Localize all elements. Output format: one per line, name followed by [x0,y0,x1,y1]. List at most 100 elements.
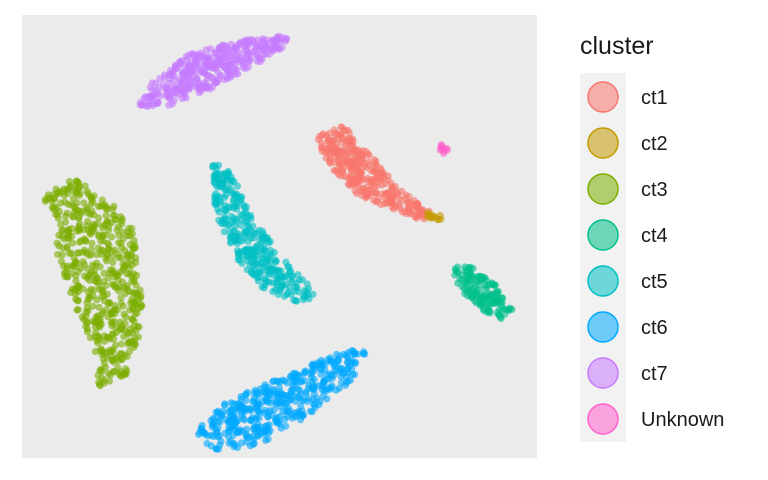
data-point [376,175,384,183]
data-point [99,308,107,316]
data-point [219,179,227,187]
data-point [239,414,247,423]
data-point [344,180,352,188]
data-point [247,269,256,277]
data-point [59,226,67,234]
data-point [80,246,89,254]
data-point [118,278,127,286]
data-point [74,306,82,314]
data-point [110,281,118,289]
data-point [220,205,228,213]
data-point [93,250,101,259]
data-point [273,274,282,282]
data-point [86,276,94,284]
legend-label: ct1 [641,87,668,109]
data-point [92,319,100,327]
data-point [117,321,126,329]
data-point [84,217,92,226]
data-point [103,251,111,259]
data-point [117,294,125,302]
data-point [191,70,199,78]
data-point [333,130,342,138]
data-point [327,372,335,380]
data-point [231,222,239,230]
data-point [254,277,262,285]
data-point [320,381,328,389]
data-point [106,299,114,307]
data-point [86,334,94,342]
data-point [94,244,102,252]
data-point [160,74,169,82]
data-point [113,226,121,234]
legend-item-ct2: ct2 [587,127,668,159]
data-point [176,58,184,66]
data-point [212,428,221,436]
data-point [182,94,190,102]
data-point [372,198,380,206]
data-point [241,228,249,236]
data-point [454,279,462,287]
data-point [75,225,83,233]
legend-label: ct3 [641,179,668,201]
data-point [251,42,259,50]
data-point [469,291,477,299]
data-point [215,53,223,61]
data-point [65,177,73,186]
data-point [61,218,70,226]
data-point [110,317,118,325]
data-point [231,415,239,423]
data-point [125,329,133,337]
data-point [110,358,118,366]
data-point [48,197,56,205]
data-point [247,245,255,253]
data-point [104,334,112,342]
data-point [197,65,205,73]
data-point [154,99,162,107]
data-point [385,198,393,206]
data-point [351,349,359,357]
data-point [260,284,268,292]
data-point [282,422,290,430]
data-point [233,205,241,213]
data-point [436,146,444,154]
data-point [227,212,236,221]
data-point [100,277,108,286]
data-point [131,241,139,249]
data-point [264,384,272,392]
data-point [90,267,99,275]
data-point [63,273,72,281]
data-point [192,57,200,65]
data-point [195,85,203,93]
data-point [69,213,77,221]
data-point [69,239,77,247]
legend-item-ct7: ct7 [587,357,668,389]
data-point [433,215,441,224]
legend-item-ct3: ct3 [587,173,668,205]
data-point [238,237,246,245]
data-point [115,370,123,378]
data-point [254,432,262,440]
data-point [466,268,475,276]
data-point [221,53,229,62]
data-point [100,269,108,277]
data-point [125,264,133,272]
data-point [365,192,373,200]
data-point [351,187,359,195]
legend-item-ct1: ct1 [587,81,668,113]
data-point [235,429,243,437]
data-point [256,267,264,275]
data-point [209,74,217,83]
series-ct3 [41,177,146,390]
data-point [254,407,262,415]
series-ct6 [195,347,369,453]
data-point [107,348,115,356]
data-point [275,384,283,392]
data-point [226,203,234,211]
data-point [68,232,76,240]
data-point [59,262,67,270]
data-point [424,210,433,218]
data-point [216,418,224,426]
data-point [263,45,271,54]
data-point [262,426,270,434]
data-point [331,158,339,167]
